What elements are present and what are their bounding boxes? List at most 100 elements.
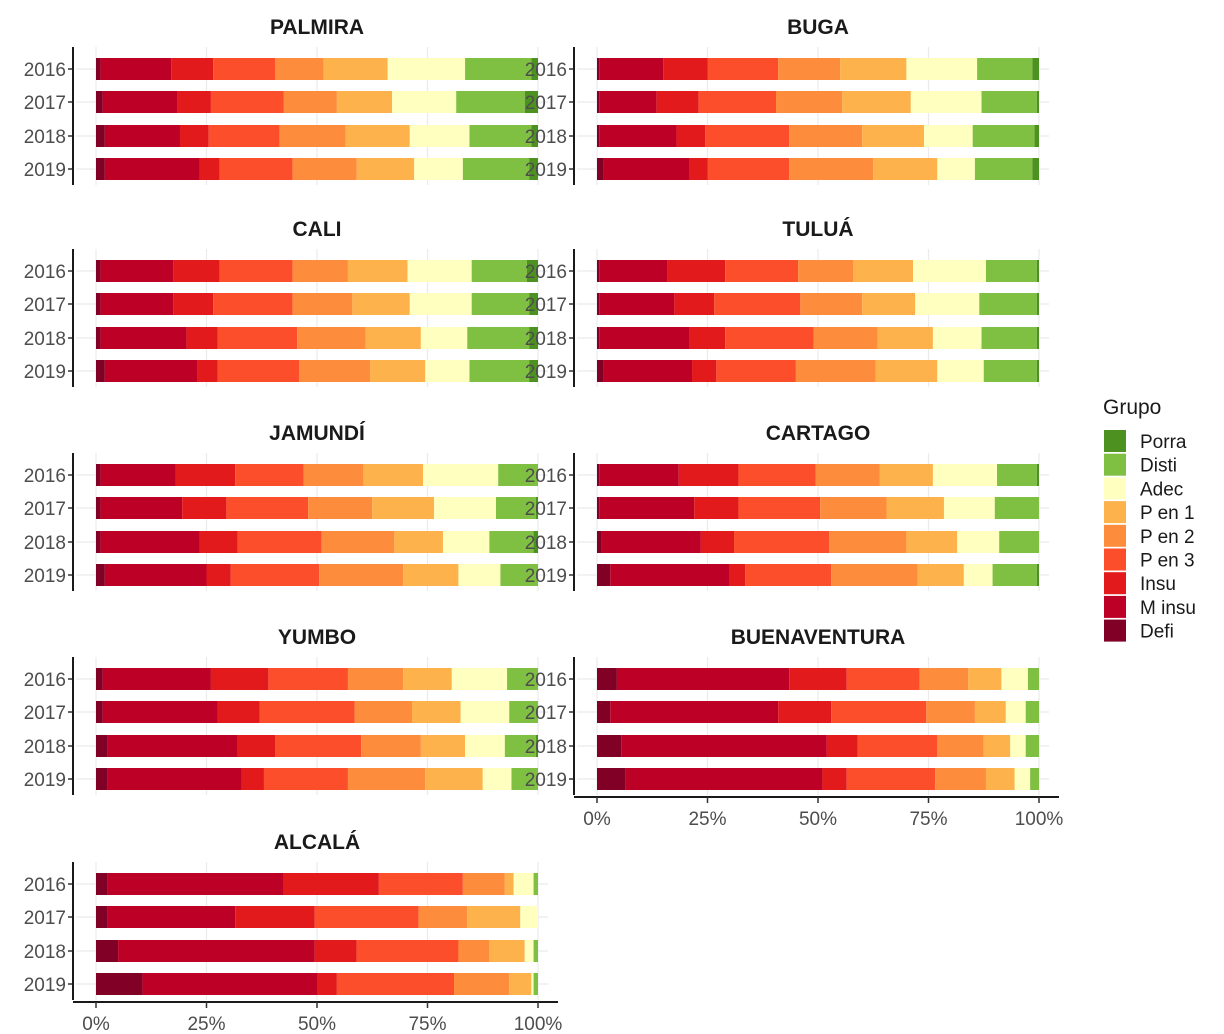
bar-segment-p-en-1	[403, 668, 452, 690]
bar-segment-adec	[915, 293, 980, 315]
y-tick-label: 2016	[525, 670, 567, 691]
bar-segment-adec	[420, 327, 468, 349]
bar-segment-disti	[507, 668, 538, 690]
panel-title: CARTAGO	[766, 422, 871, 445]
bar-segment-disti	[981, 327, 1037, 349]
bar-segment-p-en-1	[336, 91, 393, 113]
bar-segment-m-insu	[107, 768, 242, 790]
bar-segment-adec	[409, 125, 470, 147]
bar-segment-adec	[524, 940, 534, 962]
bar-segment-p-en-1	[345, 125, 410, 147]
bar-segment-disti	[977, 58, 1033, 80]
y-tick-label: 2016	[24, 262, 66, 283]
bar-segment-porra	[1036, 293, 1039, 315]
bar-segment-p-en-3	[235, 464, 304, 486]
bar-segment-disti	[983, 360, 1037, 382]
y-tick-label: 2018	[525, 329, 567, 350]
bar-segment-p-en-2	[297, 327, 366, 349]
y-tick-label: 2017	[525, 703, 567, 724]
y-tick-label: 2019	[24, 160, 66, 181]
bar-segment-adec	[1005, 701, 1026, 723]
bar-segment-p-en-1	[356, 158, 415, 180]
bar-segment-p-en-3	[259, 701, 355, 723]
bar-segment-disti	[469, 360, 530, 382]
bar-segment-porra	[535, 497, 538, 519]
bar-segment-disti	[465, 58, 532, 80]
bar-segment-p-en-1	[840, 58, 907, 80]
bar-segment-p-en-1	[352, 293, 410, 315]
bar-segment-defi	[96, 327, 101, 349]
bar-segment-porra	[531, 125, 538, 147]
bar-segment-insu	[173, 293, 214, 315]
bar-segment-defi	[597, 327, 600, 349]
bar-segment-disti	[471, 293, 530, 315]
bar-segment-m-insu	[100, 531, 200, 553]
y-tick-label: 2017	[24, 295, 66, 316]
bar-segment-defi	[597, 158, 604, 180]
legend-label-porra: Porra	[1140, 432, 1187, 453]
bar-segment-p-en-3	[716, 360, 796, 382]
bar-segment-p-en-3	[738, 497, 821, 519]
bar-segment-p-en-1	[853, 260, 914, 282]
bar-segment-insu	[667, 260, 726, 282]
y-tick-label: 2018	[525, 533, 567, 554]
bar-segment-adec	[906, 58, 978, 80]
bar-segment-adec	[937, 158, 975, 180]
bar-segment-m-insu	[104, 564, 207, 586]
y-tick-label: 2016	[525, 262, 567, 283]
bar-segment-disti	[992, 564, 1037, 586]
bar-segment-p-en-1	[365, 327, 421, 349]
legend-label-adec: Adec	[1140, 479, 1183, 500]
bar-segment-p-en-3	[219, 260, 293, 282]
y-tick-label: 2017	[525, 93, 567, 114]
bar-segment-p-en-1	[974, 701, 1006, 723]
panel-title: BUGA	[787, 16, 849, 39]
bar-segment-m-insu	[100, 260, 174, 282]
bar-segment-m-insu	[599, 125, 677, 147]
bar-segment-disti	[533, 973, 538, 995]
bar-segment-p-en-3	[378, 873, 463, 895]
bar-segment-p-en-2	[815, 464, 880, 486]
bar-segment-p-en-2	[283, 91, 337, 113]
bar-segment-insu	[689, 327, 726, 349]
bar-segment-insu	[674, 293, 715, 315]
bar-segment-insu	[676, 125, 706, 147]
bar-segment-p-en-2	[279, 125, 346, 147]
bar-segment-p-en-2	[292, 158, 357, 180]
panel-tulua: TULUÁ 2016 2017 2018 2019	[525, 218, 1049, 387]
bar-segment-defi	[597, 293, 600, 315]
bar-segment-p-en-2	[813, 327, 878, 349]
bar-segment-insu	[175, 464, 236, 486]
bar-segment-disti	[498, 464, 538, 486]
legend-swatch-disti	[1104, 453, 1126, 476]
panel-alcala: ALCALÁ 2016 2017 2018 2019 0% 25% 50% 75% 100%	[24, 831, 563, 1034]
bar-segment-insu	[173, 260, 220, 282]
bar-segment-p-en-1	[467, 906, 521, 928]
bar-segment-defi	[96, 158, 105, 180]
bar-segment-disti	[974, 158, 1033, 180]
bar-segment-p-en-2	[292, 293, 353, 315]
bar-segment-p-en-1	[347, 260, 408, 282]
bar-segment-p-en-2	[303, 464, 364, 486]
bar-segment-insu	[692, 360, 717, 382]
bar-segment-p-en-2	[795, 360, 876, 382]
bar-segment-adec	[465, 735, 505, 757]
bar-segment-adec	[425, 360, 470, 382]
bar-segment-disti	[489, 531, 534, 553]
y-tick-label: 2019	[24, 362, 66, 383]
bar-segment-defi	[96, 701, 103, 723]
y-tick-label: 2018	[24, 737, 66, 758]
bar-segment-porra	[1036, 564, 1039, 586]
bar-segment-defi	[96, 125, 105, 147]
legend-swatch-p-en-3	[1104, 548, 1126, 571]
x-tick-label: 0%	[82, 1014, 110, 1034]
bar-segment-p-en-3	[230, 564, 320, 586]
bar-segment-p-en-3	[705, 125, 790, 147]
bar-segment-adec	[963, 564, 993, 586]
y-tick-label: 2019	[24, 770, 66, 791]
bar-segment-defi	[96, 668, 103, 690]
bar-segment-defi	[96, 260, 101, 282]
bar-segment-disti	[467, 327, 530, 349]
y-tick-label: 2016	[525, 466, 567, 487]
bar-segment-adec	[520, 906, 538, 928]
